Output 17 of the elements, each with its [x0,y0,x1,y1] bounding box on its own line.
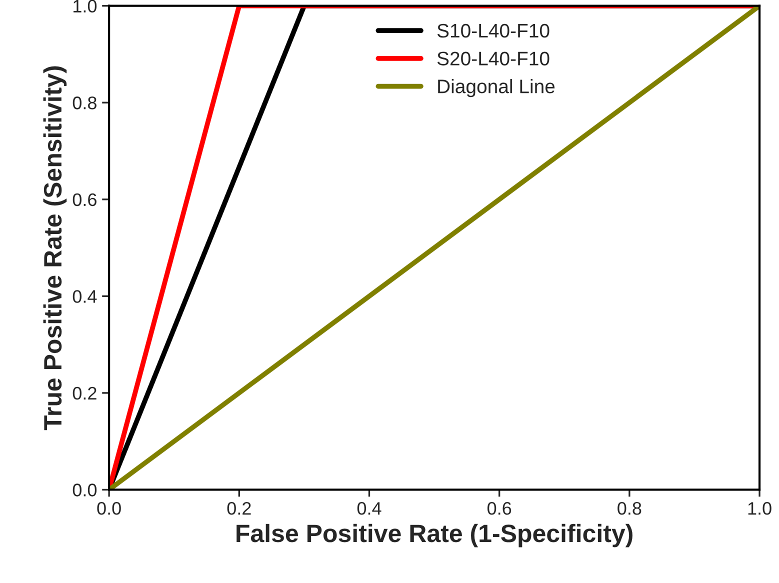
y-tick-label: 0.4 [72,290,97,303]
y-tick-label: 0.8 [72,96,96,110]
x-tick-label: 0.0 [97,502,121,515]
x-tick-label: 0.6 [487,502,512,515]
y-tick-label: 0.6 [72,193,96,206]
legend-label: S10-L40-F10 [437,24,550,38]
y-axis-title: True Positive Rate (Sensitivity) [43,66,67,430]
y-tick-label: 0.2 [72,386,96,400]
x-tick-label: 0.4 [357,502,382,515]
y-tick-label: 1.0 [74,0,97,13]
legend-label: S20-L40-F10 [437,52,550,66]
x-tick-label: 1.0 [748,502,772,515]
x-axis-title: False Positive Rate (1-Specificity) [236,524,632,548]
x-tick-label: 0.2 [227,502,251,515]
x-tick-label: 0.8 [618,502,642,515]
legend-label: Diagonal Line [438,79,555,98]
y-tick-label: 0.0 [72,484,97,496]
